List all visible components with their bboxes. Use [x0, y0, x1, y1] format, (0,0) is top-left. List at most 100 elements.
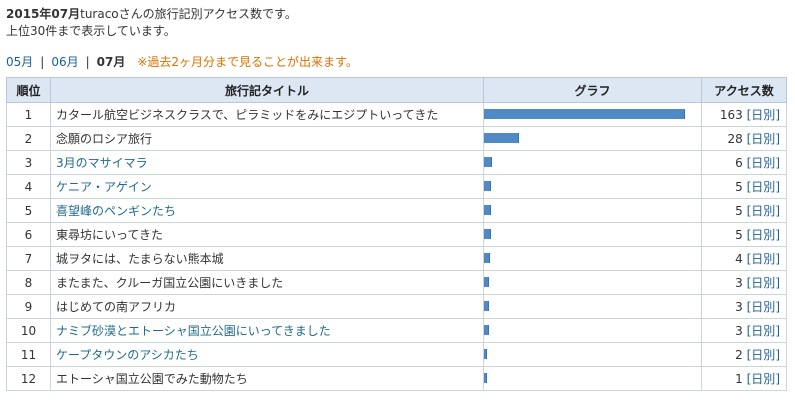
daily-link[interactable]: 日別: [751, 156, 776, 170]
month-current: 07月: [96, 55, 126, 69]
title-cell: 3月のマサイマラ: [50, 150, 484, 175]
access-bar: [484, 301, 489, 311]
access-count: 2: [735, 348, 743, 362]
travelogue-title-link[interactable]: 城ヲタには、たまらない熊本城: [56, 252, 224, 266]
travelogue-title-link[interactable]: またまた、クルーガ国立公園にいきました: [56, 276, 284, 290]
title-cell: 城ヲタには、たまらない熊本城: [50, 246, 484, 271]
intro-line-1: 2015年07月turacoさんの旅行記別アクセス数です。: [6, 6, 795, 23]
graph-cell: [483, 222, 702, 247]
header-count: アクセス数: [701, 77, 787, 103]
count-cell: 5 [日別]: [701, 222, 787, 247]
page: 2015年07月turacoさんの旅行記別アクセス数です。 上位30件まで表示し…: [6, 6, 795, 391]
intro-line-2: 上位30件まで表示しています。: [6, 24, 176, 38]
access-bar: [484, 277, 489, 287]
count-cell: 5 [日別]: [701, 198, 787, 223]
graph-cell: [483, 270, 702, 295]
table-row: 9 はじめての南アフリカ 3 [日別]: [6, 294, 787, 319]
graph-cell: [483, 366, 702, 391]
header-graph: グラフ: [483, 77, 702, 103]
rank-cell: 4: [6, 174, 51, 199]
access-bar: [484, 373, 487, 383]
travelogue-title-link[interactable]: ナミブ砂漠とエトーシャ国立公園にいってきました: [56, 324, 331, 338]
title-cell: ケニア・アゲイン: [50, 174, 484, 199]
count-cell: 4 [日別]: [701, 246, 787, 271]
travelogue-title-link[interactable]: ケープタウンのアシカたち: [56, 348, 199, 362]
rank-cell: 7: [6, 246, 51, 271]
rank-cell: 10: [6, 318, 51, 343]
access-count: 4: [735, 252, 743, 266]
count-cell: 3 [日別]: [701, 270, 787, 295]
access-bar: [484, 109, 685, 119]
access-bar: [484, 205, 491, 215]
access-count: 3: [735, 276, 743, 290]
month-link-05[interactable]: 05月: [6, 55, 34, 69]
access-count: 6: [735, 156, 743, 170]
daily-link[interactable]: 日別: [751, 372, 776, 386]
count-cell: 163 [日別]: [701, 102, 787, 127]
separator: |: [85, 55, 90, 69]
daily-link[interactable]: 日別: [751, 276, 776, 290]
access-ranking-table: 順位 旅行記タイトル グラフ アクセス数 1 カタール航空ビジネスクラスで、ピラミ…: [6, 77, 787, 391]
count-cell: 2 [日別]: [701, 342, 787, 367]
rank-cell: 11: [6, 342, 51, 367]
graph-cell: [483, 318, 702, 343]
daily-link[interactable]: 日別: [751, 252, 776, 266]
graph-cell: [483, 246, 702, 271]
travelogue-title-link[interactable]: 3月のマサイマラ: [56, 156, 148, 170]
daily-link[interactable]: 日別: [751, 108, 776, 122]
title-cell: ナミブ砂漠とエトーシャ国立公園にいってきました: [50, 318, 484, 343]
table-row: 8 またまた、クルーガ国立公園にいきました 3 [日別]: [6, 270, 787, 295]
travelogue-title-link[interactable]: はじめての南アフリカ: [56, 300, 177, 314]
table-row: 6 東尋坊にいってきた 5 [日別]: [6, 222, 787, 247]
graph-cell: [483, 342, 702, 367]
access-count: 28: [727, 132, 743, 146]
month-note: ※過去2ヶ月分まで見ることが出来ます。: [137, 55, 358, 69]
count-cell: 28 [日別]: [701, 126, 787, 151]
daily-link[interactable]: 日別: [751, 132, 776, 146]
access-count: 3: [735, 324, 743, 338]
graph-cell: [483, 150, 702, 175]
intro-user: turaco: [80, 7, 119, 21]
access-bar: [484, 325, 489, 335]
rank-cell: 3: [6, 150, 51, 175]
daily-link[interactable]: 日別: [751, 204, 776, 218]
travelogue-title-link[interactable]: ケニア・アゲイン: [56, 180, 152, 194]
table-row: 5 喜望峰のペンギンたち 5 [日別]: [6, 198, 787, 223]
intro-text: 2015年07月turacoさんの旅行記別アクセス数です。 上位30件まで表示し…: [6, 6, 795, 40]
access-bar: [484, 253, 490, 263]
access-count: 1: [735, 372, 743, 386]
title-cell: はじめての南アフリカ: [50, 294, 484, 319]
daily-link[interactable]: 日別: [751, 300, 776, 314]
title-cell: エトーシャ国立公園でみた動物たち: [50, 366, 484, 391]
travelogue-title-link[interactable]: カタール航空ビジネスクラスで、ピラミッドをみにエジプトいってきた: [56, 108, 439, 122]
rank-cell: 9: [6, 294, 51, 319]
month-link-06[interactable]: 06月: [51, 55, 79, 69]
access-bar: [484, 229, 491, 239]
intro-rest: さんの旅行記別アクセス数です。: [118, 7, 297, 21]
graph-cell: [483, 198, 702, 223]
rank-cell: 2: [6, 126, 51, 151]
access-bar: [484, 181, 491, 191]
access-bar: [484, 157, 492, 167]
title-cell: 念願のロシア旅行: [50, 126, 484, 151]
daily-link[interactable]: 日別: [751, 348, 776, 362]
travelogue-title-link[interactable]: エトーシャ国立公園でみた動物たち: [56, 372, 248, 386]
title-cell: 喜望峰のペンギンたち: [50, 198, 484, 223]
count-cell: 5 [日別]: [701, 174, 787, 199]
daily-link[interactable]: 日別: [751, 228, 776, 242]
daily-link[interactable]: 日別: [751, 324, 776, 338]
travelogue-title-link[interactable]: 喜望峰のペンギンたち: [56, 204, 177, 218]
title-cell: カタール航空ビジネスクラスで、ピラミッドをみにエジプトいってきた: [50, 102, 484, 127]
access-bar: [484, 349, 487, 359]
travelogue-title-link[interactable]: 東尋坊にいってきた: [56, 228, 164, 242]
daily-link[interactable]: 日別: [751, 180, 776, 194]
access-count: 163: [719, 108, 743, 122]
graph-cell: [483, 102, 702, 127]
separator: |: [40, 55, 45, 69]
graph-cell: [483, 174, 702, 199]
title-cell: またまた、クルーガ国立公園にいきました: [50, 270, 484, 295]
travelogue-title-link[interactable]: 念願のロシア旅行: [56, 132, 153, 146]
rank-cell: 8: [6, 270, 51, 295]
table-row: 1 カタール航空ビジネスクラスで、ピラミッドをみにエジプトいってきた 163 [日別…: [6, 102, 787, 127]
intro-period: 2015年07月: [6, 7, 81, 21]
